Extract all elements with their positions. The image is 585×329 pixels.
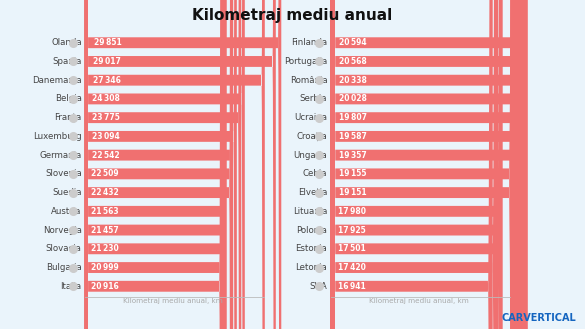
Text: Ungaria: Ungaria — [294, 151, 328, 160]
FancyBboxPatch shape — [331, 0, 503, 329]
FancyBboxPatch shape — [85, 0, 222, 329]
Text: Kilometraj mediu anual: Kilometraj mediu anual — [192, 8, 393, 23]
FancyBboxPatch shape — [331, 0, 516, 329]
Text: 16 941: 16 941 — [338, 282, 366, 291]
Text: Kilometraj mediu anual, km: Kilometraj mediu anual, km — [123, 298, 223, 304]
Text: 23 094: 23 094 — [92, 132, 119, 141]
FancyBboxPatch shape — [331, 0, 520, 329]
Text: Danemarca: Danemarca — [32, 76, 82, 85]
Text: Cehia: Cehia — [303, 169, 328, 178]
FancyBboxPatch shape — [85, 0, 233, 329]
Text: SUA: SUA — [309, 282, 328, 291]
Text: Croația: Croația — [297, 132, 328, 141]
FancyBboxPatch shape — [85, 0, 281, 329]
FancyBboxPatch shape — [331, 0, 514, 329]
Text: Letonia: Letonia — [295, 263, 328, 272]
Text: 29 017: 29 017 — [94, 57, 121, 66]
FancyBboxPatch shape — [331, 0, 528, 329]
Text: 24 308: 24 308 — [92, 94, 120, 103]
Text: 17 501: 17 501 — [338, 244, 366, 253]
Text: 20 594: 20 594 — [339, 38, 367, 47]
Text: Polonia: Polonia — [297, 226, 328, 235]
FancyBboxPatch shape — [85, 0, 226, 329]
FancyBboxPatch shape — [85, 0, 223, 329]
Text: Spania: Spania — [52, 57, 82, 66]
FancyBboxPatch shape — [85, 0, 237, 329]
Text: CARVERTICAL: CARVERTICAL — [501, 313, 576, 323]
Text: Austria: Austria — [51, 207, 82, 216]
Text: 19 155: 19 155 — [339, 169, 366, 178]
FancyBboxPatch shape — [331, 0, 528, 329]
Text: 19 357: 19 357 — [339, 151, 367, 160]
Text: 21 457: 21 457 — [91, 226, 119, 235]
FancyBboxPatch shape — [85, 0, 276, 329]
Text: Norvegia: Norvegia — [43, 226, 82, 235]
Text: Finlanda: Finlanda — [291, 38, 328, 47]
FancyBboxPatch shape — [331, 0, 514, 329]
Text: 21 230: 21 230 — [91, 244, 119, 253]
Text: Lituania: Lituania — [293, 207, 328, 216]
Text: Luxemburg: Luxemburg — [33, 132, 82, 141]
Text: Italia: Italia — [60, 282, 82, 291]
Text: Estonia: Estonia — [295, 244, 328, 253]
Text: Germania: Germania — [39, 151, 82, 160]
FancyBboxPatch shape — [85, 0, 241, 329]
FancyBboxPatch shape — [85, 0, 245, 329]
Text: Serbia: Serbia — [300, 94, 328, 103]
Text: Bulgaria: Bulgaria — [46, 263, 82, 272]
FancyBboxPatch shape — [85, 0, 227, 329]
Text: 22 509: 22 509 — [91, 169, 119, 178]
Text: 19 807: 19 807 — [339, 113, 367, 122]
Text: 20 338: 20 338 — [339, 76, 367, 85]
Text: Olanda: Olanda — [51, 38, 82, 47]
Text: 22 542: 22 542 — [91, 151, 119, 160]
Text: 19 587: 19 587 — [339, 132, 367, 141]
Text: 17 925: 17 925 — [338, 226, 366, 235]
FancyBboxPatch shape — [85, 0, 265, 329]
Text: 29 851: 29 851 — [94, 38, 122, 47]
Text: 21 563: 21 563 — [91, 207, 119, 216]
Text: 23 775: 23 775 — [92, 113, 120, 122]
Text: Elveția: Elveția — [298, 188, 328, 197]
Text: 27 346: 27 346 — [93, 76, 121, 85]
FancyBboxPatch shape — [331, 0, 497, 329]
FancyBboxPatch shape — [331, 0, 522, 329]
Text: Kilometraj mediu anual, km: Kilometraj mediu anual, km — [369, 298, 469, 304]
Text: 17 980: 17 980 — [338, 207, 366, 216]
Text: Portugalia: Portugalia — [284, 57, 328, 66]
Text: 20 568: 20 568 — [339, 57, 367, 66]
FancyBboxPatch shape — [85, 0, 232, 329]
Text: Slovenia: Slovenia — [45, 169, 82, 178]
Text: 20 028: 20 028 — [339, 94, 367, 103]
Text: 22 432: 22 432 — [91, 188, 119, 197]
Text: Ucraina: Ucraina — [294, 113, 328, 122]
Text: 20 999: 20 999 — [91, 263, 119, 272]
FancyBboxPatch shape — [85, 0, 233, 329]
FancyBboxPatch shape — [331, 0, 525, 329]
FancyBboxPatch shape — [85, 0, 225, 329]
FancyBboxPatch shape — [331, 0, 502, 329]
Text: Franța: Franța — [54, 113, 82, 122]
FancyBboxPatch shape — [331, 0, 518, 329]
Text: 19 151: 19 151 — [339, 188, 366, 197]
Text: România: România — [290, 76, 328, 85]
Text: 20 916: 20 916 — [91, 282, 119, 291]
Text: Suedia: Suedia — [52, 188, 82, 197]
Text: 17 420: 17 420 — [338, 263, 366, 272]
FancyBboxPatch shape — [331, 0, 498, 329]
Text: Belgia: Belgia — [55, 94, 82, 103]
FancyBboxPatch shape — [331, 0, 493, 329]
Text: Slovacia: Slovacia — [46, 244, 82, 253]
